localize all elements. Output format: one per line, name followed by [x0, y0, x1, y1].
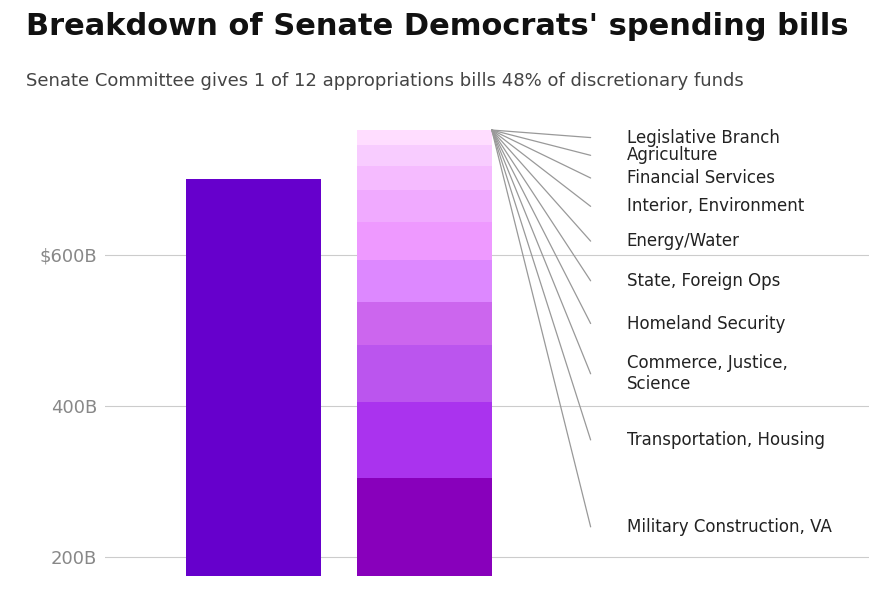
Text: State, Foreign Ops: State, Foreign Ops — [626, 272, 779, 290]
Text: Senate Committee gives 1 of 12 appropriations bills 48% of discretionary funds: Senate Committee gives 1 of 12 appropria… — [26, 72, 743, 90]
Text: Commerce, Justice,
Science: Commerce, Justice, Science — [626, 355, 787, 393]
Bar — [357, 478, 491, 576]
Text: Energy/Water: Energy/Water — [626, 232, 738, 250]
Bar — [357, 302, 491, 346]
Bar — [357, 402, 491, 478]
Text: Agriculture: Agriculture — [626, 146, 717, 164]
Text: Military Construction, VA: Military Construction, VA — [626, 518, 831, 536]
Text: Homeland Security: Homeland Security — [626, 314, 784, 332]
Bar — [357, 346, 491, 402]
Bar — [357, 166, 491, 190]
Bar — [357, 145, 491, 166]
Bar — [357, 130, 491, 145]
Text: Transportation, Housing: Transportation, Housing — [626, 431, 824, 449]
Text: Interior, Environment: Interior, Environment — [626, 197, 803, 215]
Text: Breakdown of Senate Democrats' spending bills: Breakdown of Senate Democrats' spending … — [26, 12, 848, 41]
Bar — [357, 222, 491, 260]
Text: Financial Services: Financial Services — [626, 169, 774, 187]
Bar — [357, 190, 491, 222]
Text: Legislative Branch: Legislative Branch — [626, 128, 779, 146]
Bar — [357, 260, 491, 302]
Bar — [186, 179, 321, 576]
